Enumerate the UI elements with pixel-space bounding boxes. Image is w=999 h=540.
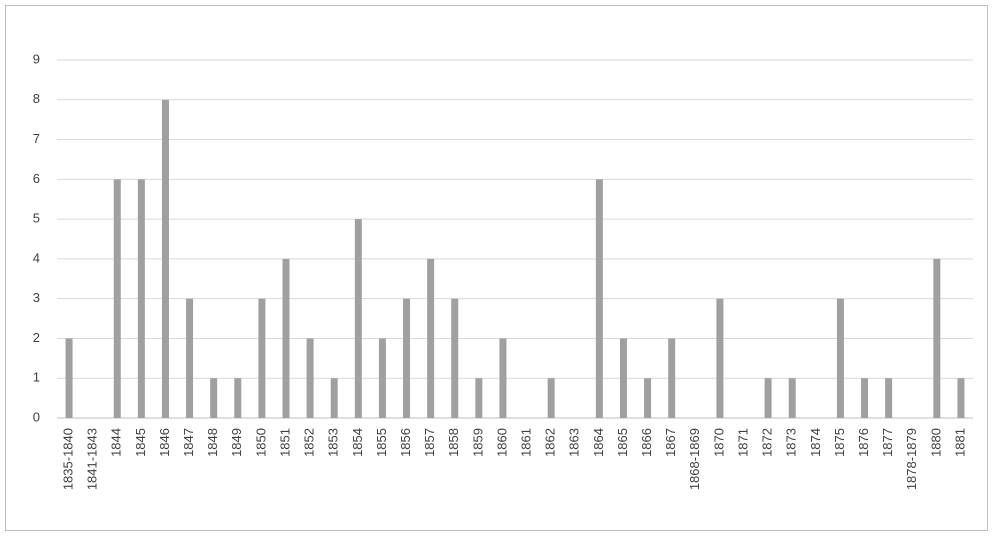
bar — [933, 258, 941, 418]
bar — [137, 179, 145, 418]
bar — [499, 338, 507, 418]
y-tick-label: 9 — [33, 51, 40, 66]
bar — [716, 298, 724, 418]
x-tick-label: 1864 — [591, 428, 606, 457]
x-tick-label: 1865 — [615, 428, 630, 457]
x-tick-label: 1866 — [639, 428, 654, 457]
chart-frame — [5, 5, 988, 531]
x-tick-label: 1878-1879 — [904, 428, 919, 490]
x-tick-label: 1856 — [398, 428, 413, 457]
bar — [282, 258, 290, 418]
bar — [354, 219, 362, 418]
x-tick-label: 1845 — [133, 428, 148, 457]
x-tick-label: 1847 — [181, 428, 196, 457]
x-tick-label: 1848 — [205, 428, 220, 457]
x-tick-label: 1873 — [784, 428, 799, 457]
y-tick-label: 1 — [33, 370, 40, 385]
x-tick-label: 1859 — [470, 428, 485, 457]
bar — [451, 298, 459, 418]
x-tick-label: 1881 — [952, 428, 967, 457]
x-tick-label: 1852 — [302, 428, 317, 457]
bar — [957, 378, 965, 418]
x-tick-label: 1853 — [326, 428, 341, 457]
y-tick-label: 2 — [33, 330, 40, 345]
bar — [668, 338, 676, 418]
x-tick-label: 1841-1843 — [85, 428, 100, 490]
x-tick-label: 1851 — [277, 428, 292, 457]
x-tick-label: 1876 — [856, 428, 871, 457]
x-tick-label: 1846 — [157, 428, 172, 457]
bar — [113, 179, 121, 418]
y-tick-label: 7 — [33, 131, 40, 146]
x-tick-label: 1858 — [446, 428, 461, 457]
x-tick-label: 1835-1840 — [60, 428, 75, 490]
x-tick-label: 1877 — [880, 428, 895, 457]
bar — [378, 338, 386, 418]
x-tick-label: 1870 — [711, 428, 726, 457]
x-tick-label: 1872 — [760, 428, 775, 457]
x-tick-label: 1849 — [229, 428, 244, 457]
bar — [619, 338, 627, 418]
y-tick-label: 6 — [33, 171, 40, 186]
x-tick-label: 1861 — [518, 428, 533, 457]
x-tick-label: 1862 — [543, 428, 558, 457]
x-tick-label: 1854 — [350, 428, 365, 457]
bar — [186, 298, 194, 418]
x-tick-label: 1844 — [109, 428, 124, 457]
bar — [788, 378, 796, 418]
bar — [595, 179, 603, 418]
x-tick-label: 1875 — [832, 428, 847, 457]
bar — [885, 378, 893, 418]
bar — [861, 378, 869, 418]
bar — [764, 378, 772, 418]
bar — [403, 298, 411, 418]
bar — [547, 378, 555, 418]
bar — [306, 338, 314, 418]
y-tick-label: 8 — [33, 91, 40, 106]
x-tick-label: 1850 — [253, 428, 268, 457]
bar — [65, 338, 73, 418]
x-tick-label: 1863 — [567, 428, 582, 457]
x-tick-label: 1855 — [374, 428, 389, 457]
x-tick-label: 1880 — [928, 428, 943, 457]
bar — [644, 378, 652, 418]
bar — [475, 378, 483, 418]
y-tick-label: 4 — [33, 250, 40, 265]
x-tick-label: 1867 — [663, 428, 678, 457]
bar — [258, 298, 266, 418]
y-tick-label: 3 — [33, 290, 40, 305]
bar — [234, 378, 242, 418]
bar — [161, 99, 169, 419]
bar — [330, 378, 338, 418]
y-tick-label: 5 — [33, 211, 40, 226]
y-tick-label: 0 — [33, 409, 40, 424]
bar — [836, 298, 844, 418]
bar — [210, 378, 218, 418]
x-tick-label: 1871 — [735, 428, 750, 457]
x-tick-label: 1868-1869 — [687, 428, 702, 490]
x-tick-label: 1874 — [808, 428, 823, 457]
x-tick-label: 1857 — [422, 428, 437, 457]
bar — [427, 258, 435, 418]
x-tick-label: 1860 — [494, 428, 509, 457]
